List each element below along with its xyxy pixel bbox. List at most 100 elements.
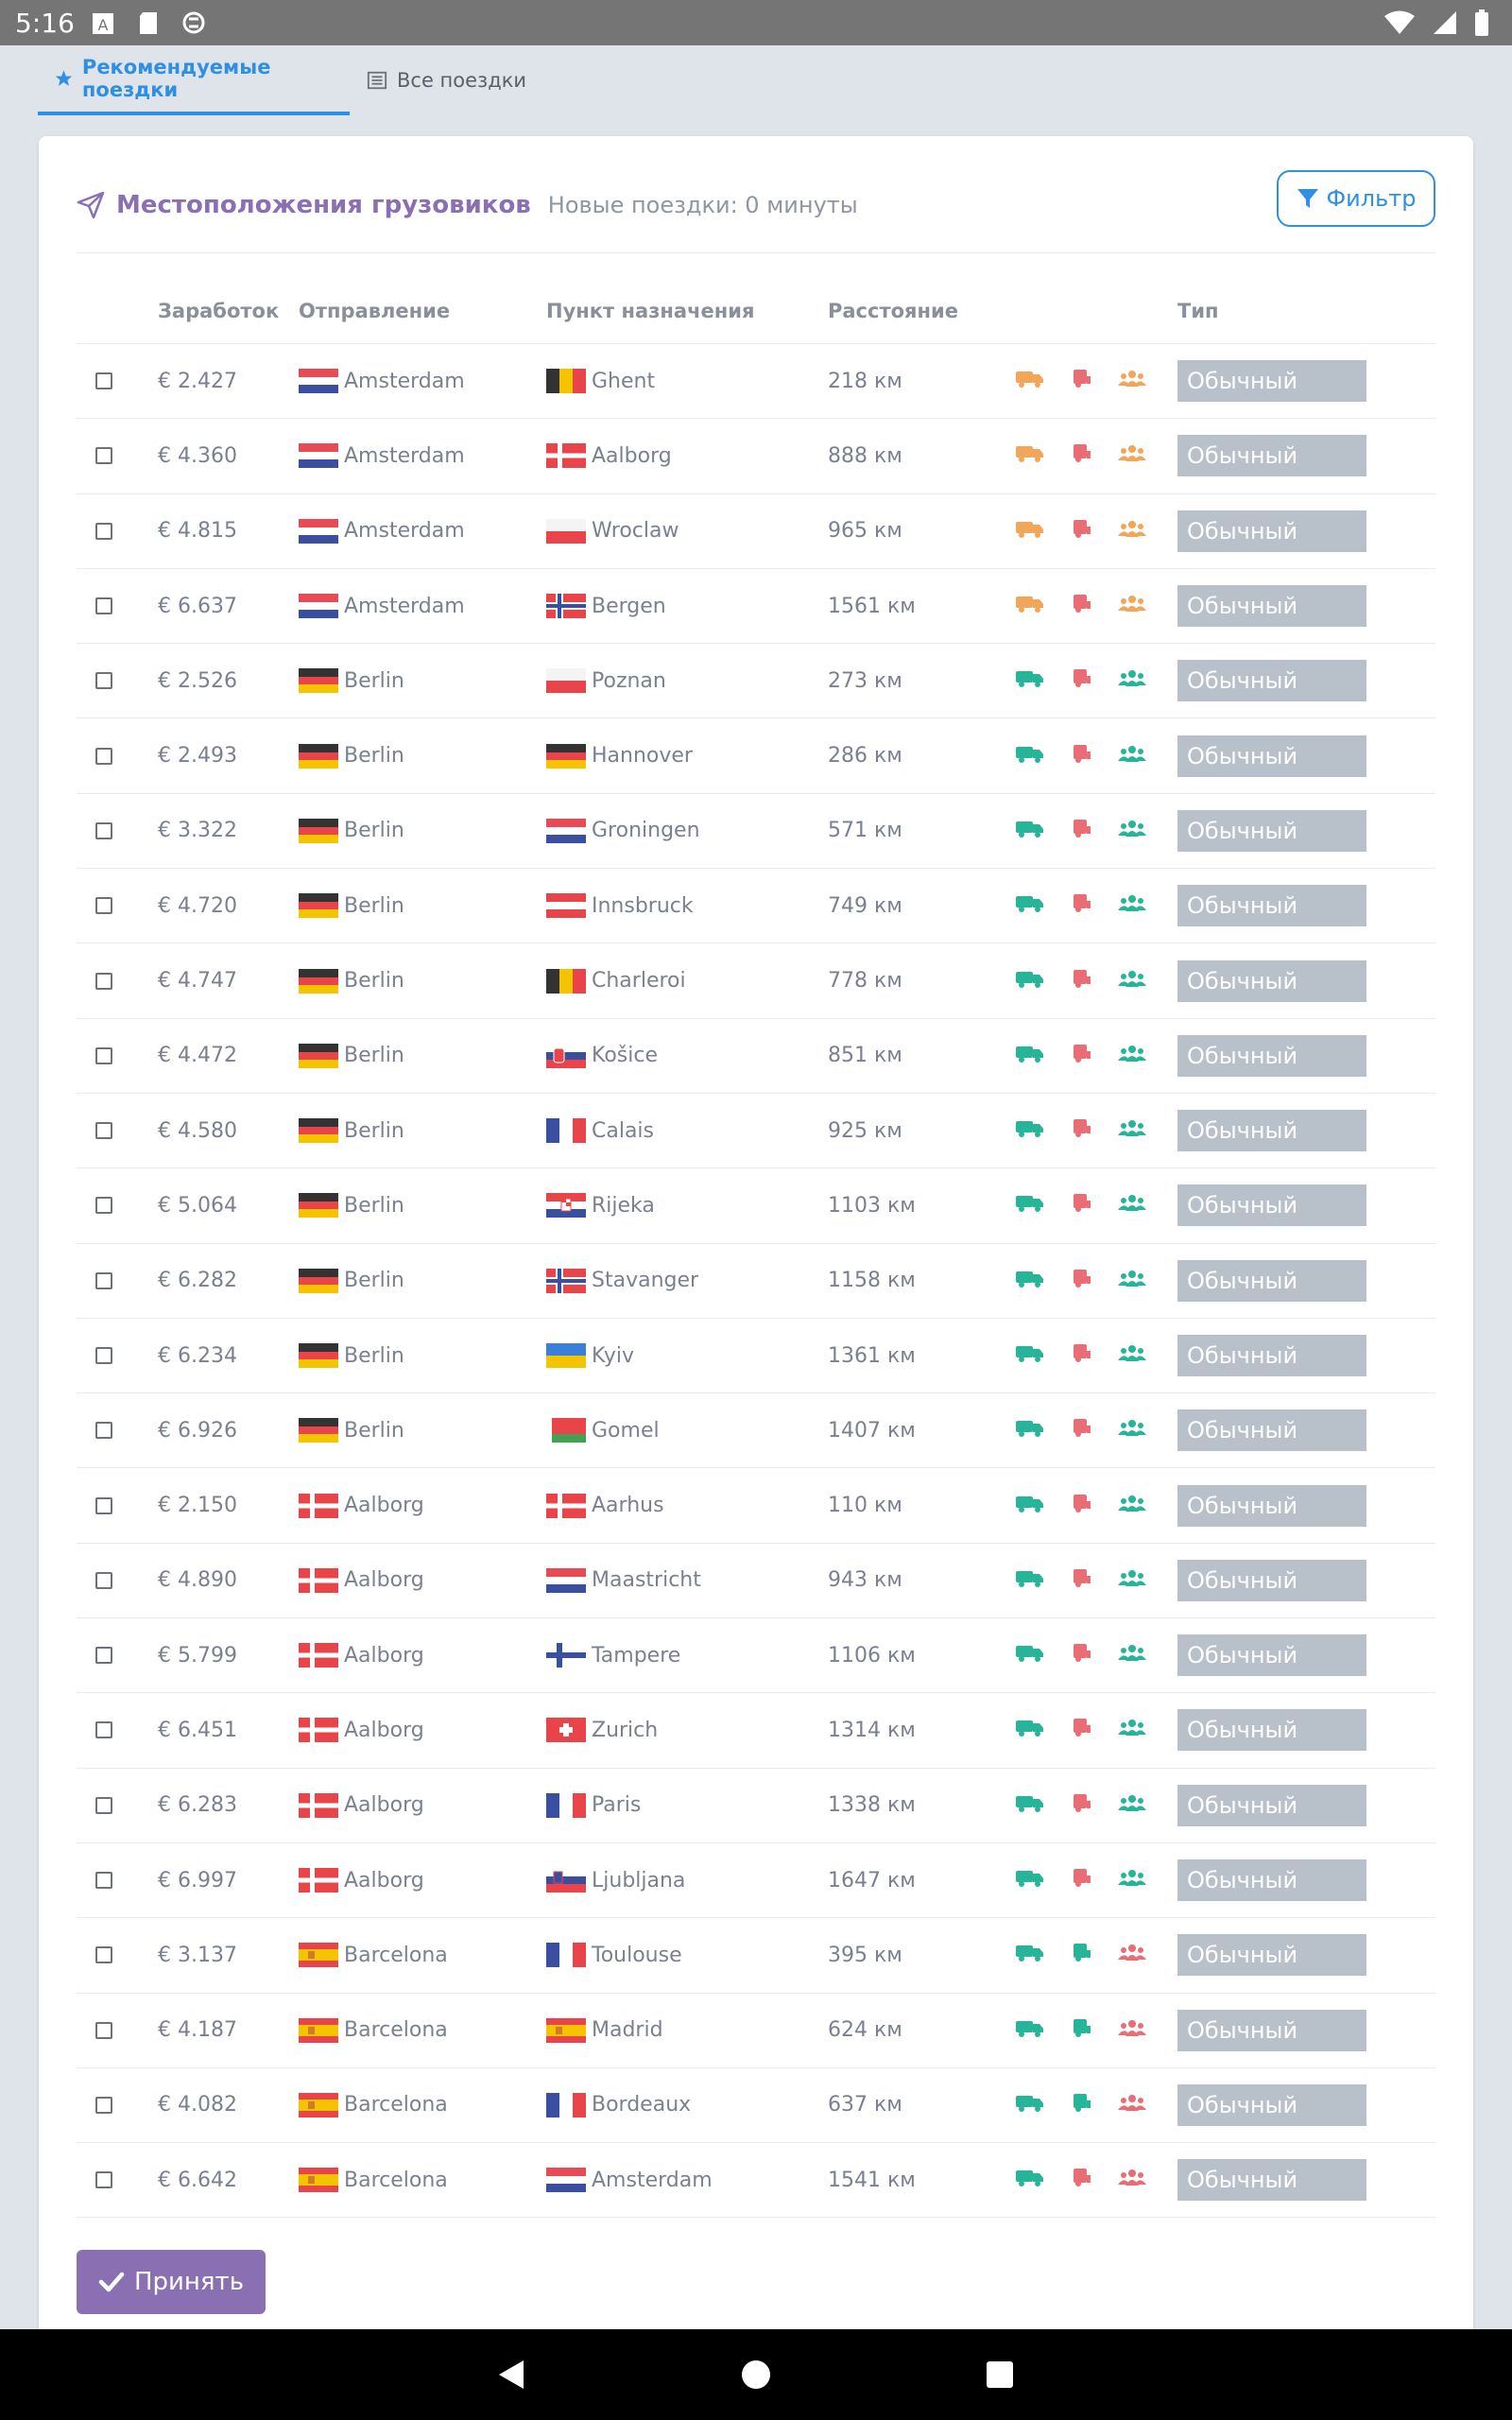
table-row[interactable]: € 4.580 Berlin Calais 925 км Обычный [77, 1094, 1435, 1169]
row-to: Gomel [546, 1418, 828, 1443]
row-from: Berlin [299, 1043, 546, 1068]
type-badge: Обычный [1177, 1934, 1366, 1977]
row-check-cell [77, 672, 158, 690]
table-row[interactable]: € 4.187 Barcelona Madrid 624 км Обычный [77, 1994, 1435, 2068]
row-checkbox[interactable] [95, 1721, 112, 1739]
row-checkbox[interactable] [95, 747, 112, 765]
tab-recommended-trips[interactable]: Рекомендуемые поездки [38, 45, 350, 115]
row-to-city: Tampere [592, 1643, 681, 1668]
table-row[interactable]: € 2.150 Aalborg Aarhus 110 км Обычный [77, 1468, 1435, 1544]
header-to: Пункт назначения [546, 299, 755, 322]
table-row[interactable]: € 6.926 Berlin Gomel 1407 км Обычный [77, 1393, 1435, 1469]
table-row[interactable]: € 4.720 Berlin Innsbruck 749 км Обычный [77, 869, 1435, 944]
row-checkbox[interactable] [95, 597, 112, 615]
row-type: Обычный [1177, 435, 1435, 477]
row-earnings: € 4.747 [158, 969, 237, 994]
table-row[interactable]: € 6.283 Aalborg Paris 1338 км Обычный [77, 1769, 1435, 1843]
row-to-city: Ghent [592, 369, 656, 393]
row-icons [1015, 1117, 1177, 1144]
row-checkbox[interactable] [95, 821, 112, 839]
table-row[interactable]: € 6.642 Barcelona Amsterdam 1541 км Обычный [77, 2143, 1435, 2219]
row-checkbox[interactable] [95, 2096, 112, 2114]
row-to: Zurich [546, 1718, 828, 1743]
trailer-icon [1066, 1792, 1096, 1819]
row-checkbox[interactable] [95, 2021, 112, 2039]
row-checkbox[interactable] [95, 1571, 112, 1589]
row-checkbox[interactable] [95, 1946, 112, 1964]
truck-icon [1015, 892, 1045, 919]
row-to: Hannover [546, 743, 828, 769]
row-to-city: Zurich [592, 1718, 659, 1742]
flag-dk-icon [299, 1567, 338, 1593]
row-distance: 273 км [828, 668, 902, 693]
row-distance: 749 км [828, 893, 902, 918]
row-checkbox[interactable] [95, 1271, 112, 1289]
home-icon[interactable] [739, 2358, 773, 2392]
row-checkbox[interactable] [95, 372, 112, 390]
flag-nl-icon [299, 443, 338, 469]
row-checkbox[interactable] [95, 1347, 112, 1364]
send-icon [77, 191, 105, 219]
row-check-cell [77, 1946, 158, 1964]
row-checkbox[interactable] [95, 522, 112, 540]
table-row[interactable]: € 4.815 Amsterdam Wroclaw 965 км Обычный [77, 494, 1435, 569]
tab-all-trips[interactable]: Все поездки [350, 45, 543, 115]
row-checkbox[interactable] [95, 972, 112, 990]
users-icon [1117, 368, 1147, 394]
row-type: Обычный [1177, 1259, 1435, 1302]
row-checkbox[interactable] [95, 1496, 112, 1514]
table-row[interactable]: € 2.526 Berlin Poznan 273 км Обычный [77, 644, 1435, 719]
row-checkbox[interactable] [95, 1647, 112, 1665]
table-row[interactable]: € 4.747 Berlin Charleroi 778 км Обычный [77, 943, 1435, 1019]
table-row[interactable]: € 6.451 Aalborg Zurich 1314 км Обычный [77, 1693, 1435, 1769]
filter-button[interactable]: Фильтр [1277, 170, 1435, 227]
table-row[interactable]: € 2.427 Amsterdam Ghent 218 км Обычный [77, 344, 1435, 420]
row-from: Berlin [299, 1193, 546, 1219]
row-check-cell [77, 1721, 158, 1739]
row-earnings: € 2.427 [158, 369, 237, 393]
row-to: Madrid [546, 2017, 828, 2043]
row-type: Обычный [1177, 959, 1435, 1002]
row-checkbox[interactable] [95, 447, 112, 465]
row-to: Calais [546, 1118, 828, 1144]
row-checkbox[interactable] [95, 1046, 112, 1064]
row-checkbox[interactable] [95, 2171, 112, 2189]
row-checkbox[interactable] [95, 897, 112, 915]
table-row[interactable]: € 6.282 Berlin Stavanger 1158 км Обычный [77, 1244, 1435, 1319]
tab-label: Все поездки [397, 69, 527, 92]
type-badge: Обычный [1177, 360, 1366, 403]
table-row[interactable]: € 4.360 Amsterdam Aalborg 888 км Обычный [77, 419, 1435, 494]
table-row[interactable]: € 4.890 Aalborg Maastricht 943 км Обычный [77, 1544, 1435, 1619]
table-row[interactable]: € 3.137 Barcelona Toulouse 395 км Обычный [77, 1918, 1435, 1994]
table-row[interactable]: € 4.472 Berlin Košice 851 км Обычный [77, 1019, 1435, 1094]
trailer-icon [1066, 743, 1096, 769]
row-icons [1015, 968, 1177, 994]
table-row[interactable]: € 6.997 Aalborg Ljubljana 1647 км Обычный [77, 1843, 1435, 1919]
row-earnings: € 4.187 [158, 2018, 237, 2043]
row-distance: 1541 км [828, 2168, 916, 2192]
row-checkbox[interactable] [95, 1796, 112, 1814]
accept-button[interactable]: Принять [77, 2250, 266, 2314]
list-icon [367, 71, 387, 90]
row-checkbox[interactable] [95, 1422, 112, 1440]
table-row[interactable]: € 4.082 Barcelona Bordeaux 637 км Обычный [77, 2068, 1435, 2144]
back-icon[interactable] [495, 2358, 529, 2392]
truck-icon [1015, 442, 1045, 469]
row-to-city: Rijeka [592, 1193, 655, 1218]
table-row[interactable]: € 2.493 Berlin Hannover 286 км Обычный [77, 718, 1435, 794]
table-row[interactable]: € 3.322 Berlin Groningen 571 км Обычный [77, 794, 1435, 870]
row-checkbox[interactable] [95, 1197, 112, 1215]
table-row[interactable]: € 6.234 Berlin Kyiv 1361 км Обычный [77, 1319, 1435, 1394]
row-from-city: Berlin [344, 668, 404, 693]
row-checkbox[interactable] [95, 1122, 112, 1140]
row-icons [1015, 667, 1177, 694]
table-row[interactable]: € 6.637 Amsterdam Bergen 1561 км Обычный [77, 569, 1435, 645]
table-row[interactable]: € 5.799 Aalborg Tampere 1106 км Обычный [77, 1618, 1435, 1694]
table-row[interactable]: € 5.064 Berlin Rijeka 1103 км Обычный [77, 1168, 1435, 1244]
row-from-city: Berlin [344, 819, 404, 843]
recents-icon[interactable] [983, 2358, 1017, 2392]
flag-dk-icon [299, 1792, 338, 1818]
row-to: Bergen [546, 594, 828, 619]
row-checkbox[interactable] [95, 1872, 112, 1890]
row-checkbox[interactable] [95, 672, 112, 690]
